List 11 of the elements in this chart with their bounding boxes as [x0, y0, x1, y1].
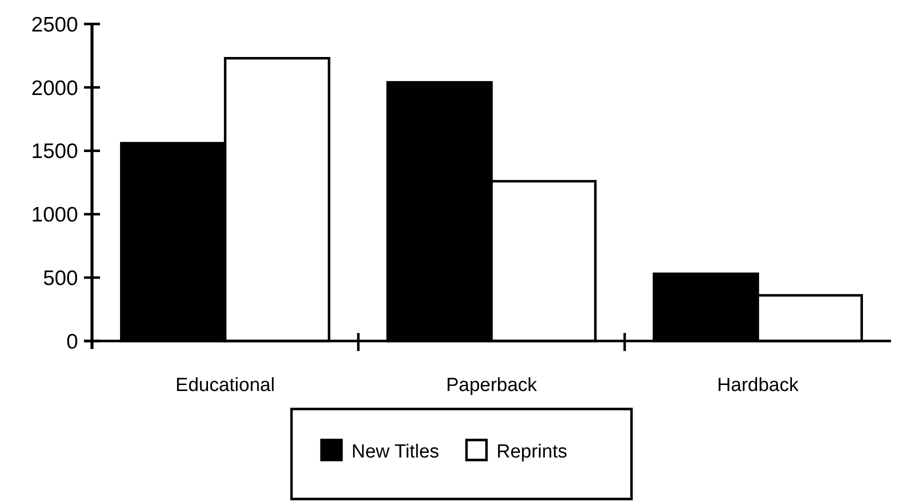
- y-tick-label: 2500: [31, 13, 78, 36]
- x-tick-label: Educational: [176, 375, 275, 396]
- y-tick-label: 1500: [31, 140, 78, 164]
- legend-label: New Titles: [352, 442, 440, 463]
- y-tick-label: 2000: [31, 76, 78, 100]
- x-tick-label: Hardback: [717, 375, 799, 396]
- legend-label: Reprints: [496, 442, 568, 463]
- y-tick-label: 0: [66, 330, 78, 354]
- y-tick-label: 1000: [31, 204, 78, 227]
- y-tick-label: 500: [42, 266, 78, 290]
- x-tick-label: Paperback: [446, 375, 538, 396]
